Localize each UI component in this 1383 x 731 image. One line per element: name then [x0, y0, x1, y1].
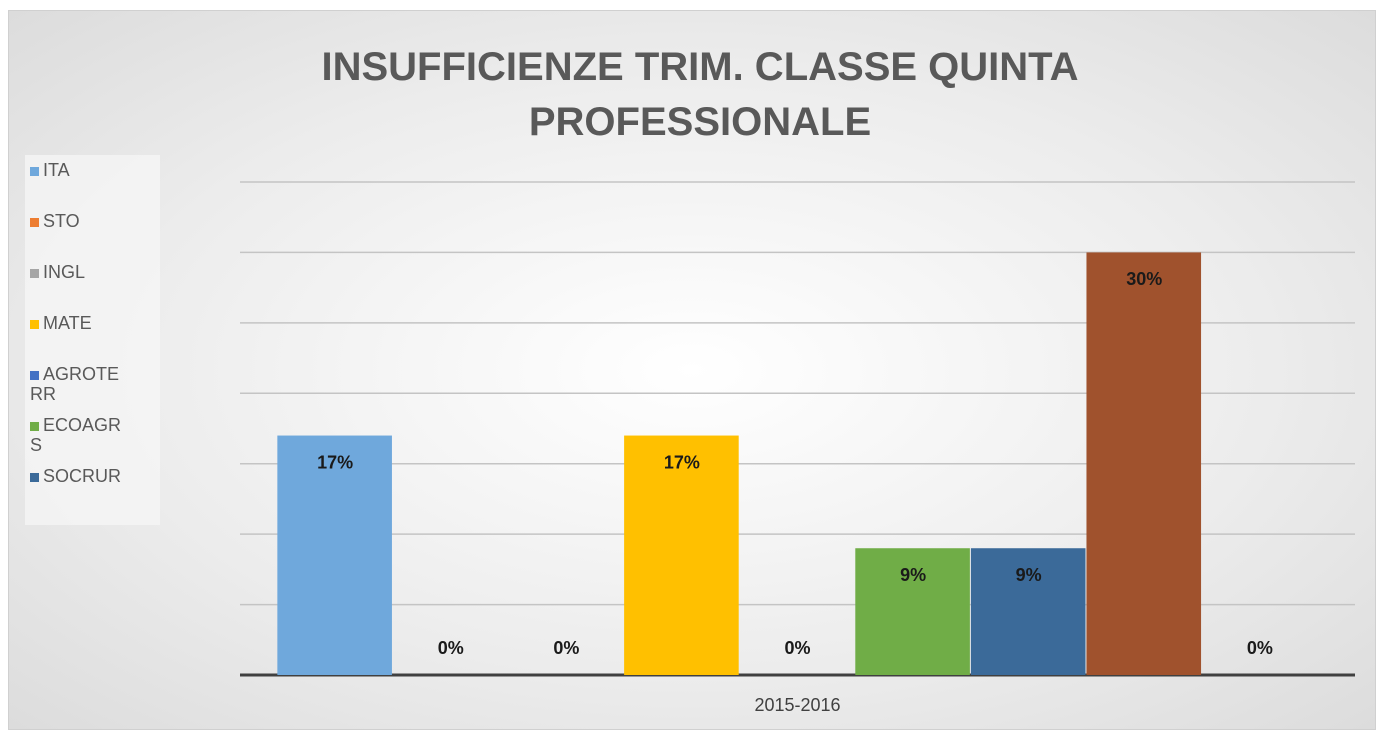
data-label: 0% [438, 638, 464, 658]
legend-swatch [30, 371, 39, 380]
legend-swatch [30, 422, 39, 431]
data-label: 30% [1126, 269, 1162, 289]
legend-label: AGROTERR [30, 364, 120, 404]
bar [1086, 252, 1202, 675]
bar [277, 435, 392, 675]
legend-swatch [30, 167, 39, 176]
data-label: 17% [317, 452, 353, 472]
data-label: 0% [1247, 638, 1273, 658]
data-label: 9% [1016, 565, 1042, 585]
legend-item: AGROTERR [30, 364, 125, 404]
bar [624, 435, 739, 675]
data-label: 17% [664, 452, 700, 472]
legend-swatch [30, 320, 39, 329]
data-label: 9% [900, 565, 926, 585]
legend-label: ITA [43, 160, 70, 180]
legend-swatch [30, 473, 39, 482]
chart-title: INSUFFICIENZE TRIM. CLASSE QUINTA PROFES… [321, 45, 1079, 144]
legend-label: STO [43, 211, 80, 231]
legend-item: MATE [30, 313, 125, 333]
x-tick-label: 2015-2016 [754, 695, 840, 715]
data-label: 0% [784, 638, 810, 658]
legend-swatch [30, 218, 39, 227]
legend-label: INGL [43, 262, 86, 282]
legend-item: INGL [30, 262, 125, 282]
bar [970, 548, 1086, 675]
legend-item: ITA [30, 160, 125, 180]
data-label: 0% [553, 638, 579, 658]
legend-label: MATE [43, 313, 92, 333]
bar [855, 548, 970, 675]
legend-swatch [30, 269, 39, 278]
legend-label: ECOAGRS [30, 415, 122, 455]
legend-item: ECOAGRS [30, 415, 125, 455]
legend-item: SOCRUR [30, 466, 125, 486]
legend: ITA STO INGL MATE AGROTERR ECOAGRS SOCRUR [25, 155, 160, 525]
legend-item: STO [30, 211, 125, 231]
legend-label: SOCRUR [43, 466, 122, 486]
